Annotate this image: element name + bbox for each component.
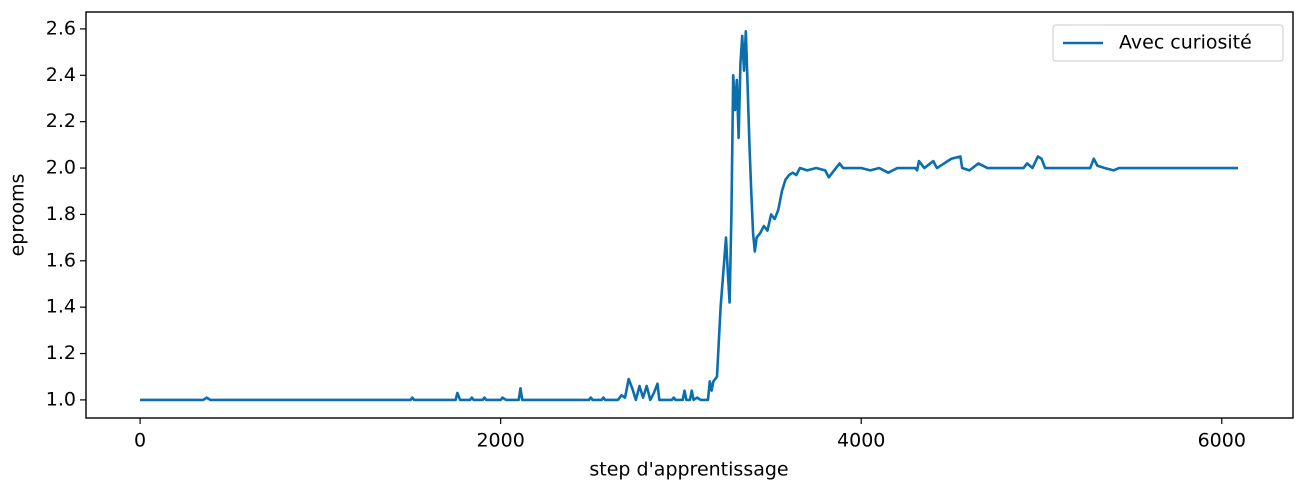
x-tick-label: 6000 (1198, 430, 1246, 452)
y-tick-label: 1.6 (46, 249, 76, 271)
legend-label: Avec curiosité (1119, 32, 1252, 54)
y-tick-label: 2.4 (46, 64, 76, 86)
x-axis-label: step d'apprentissage (589, 459, 788, 481)
y-axis-label: eprooms (7, 174, 29, 257)
y-tick-label: 2.2 (46, 110, 76, 132)
data-line (140, 29, 1239, 402)
y-tick-label: 1.0 (46, 388, 76, 410)
y-tick-label: 1.2 (46, 342, 76, 364)
x-tick-label: 4000 (837, 430, 885, 452)
y-tick-label: 2.0 (46, 157, 76, 179)
y-tick-label: 1.8 (46, 203, 76, 225)
y-tick-label: 1.4 (46, 296, 76, 318)
x-tick-label: 2000 (476, 430, 524, 452)
y-tick-label: 2.6 (46, 17, 76, 39)
x-tick-label: 0 (134, 430, 146, 452)
legend-box (1052, 24, 1284, 62)
plot-frame (85, 11, 1294, 419)
